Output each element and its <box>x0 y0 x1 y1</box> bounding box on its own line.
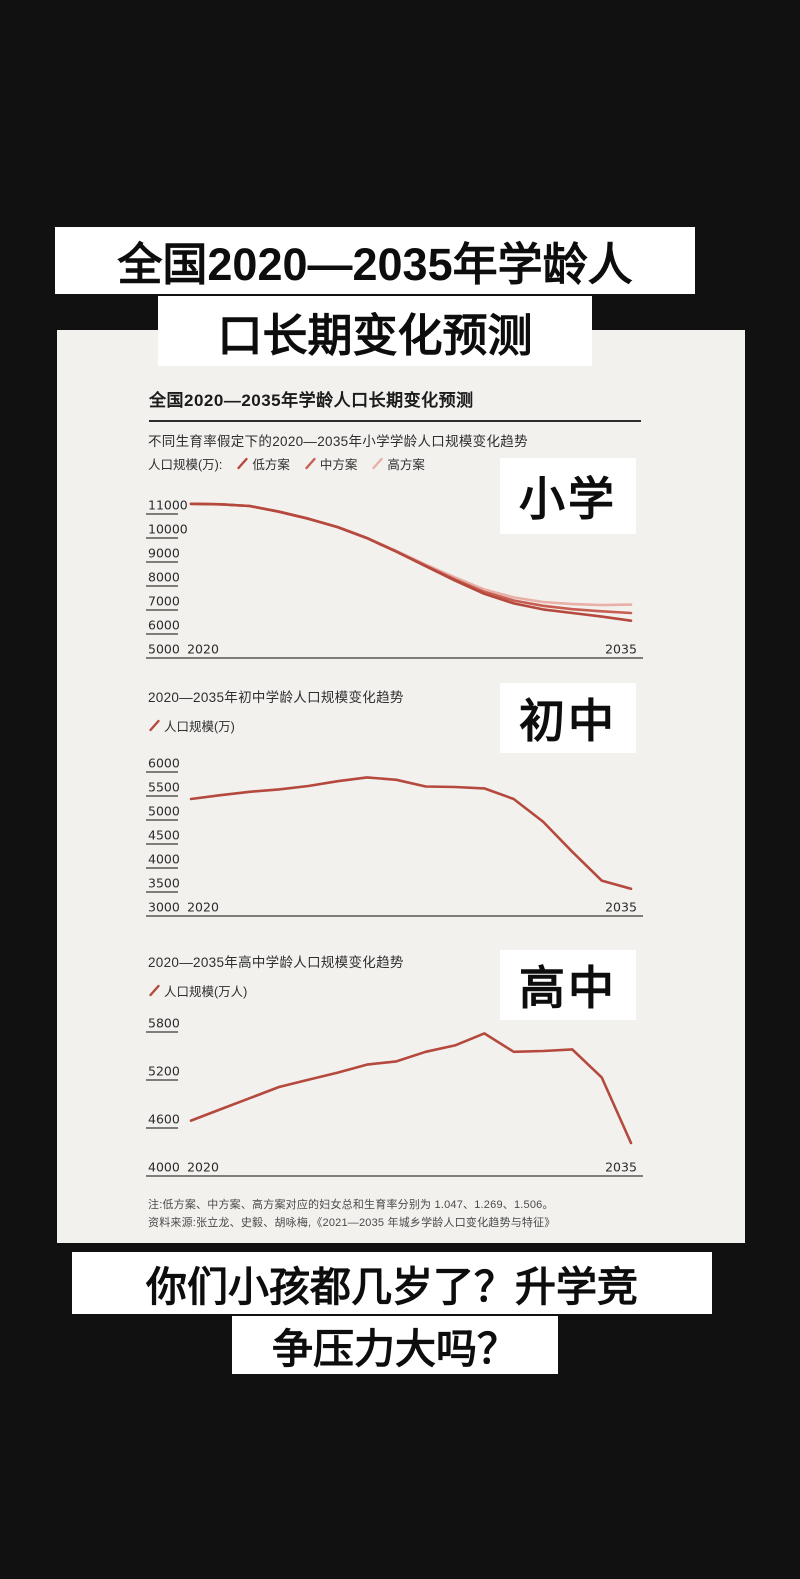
header-divider <box>149 420 641 422</box>
note-fertility: 注:低方案、中方案、高方案对应的妇女总和生育率分别为 1.047、1.269、1… <box>148 1199 554 1211</box>
legend-label: 人口规模(万) <box>164 720 235 734</box>
y-tick-label: 5000 <box>148 642 180 657</box>
y-tick-label: 11000 <box>148 498 188 513</box>
line-swatch-icon <box>237 457 249 470</box>
senior-chart-badge: 高中 <box>500 950 636 1020</box>
y-tick-label: 5500 <box>148 780 180 795</box>
y-tick-label: 4500 <box>148 828 180 843</box>
y-tick-label: 8000 <box>148 570 180 585</box>
legend-item: 低方案 <box>236 454 290 473</box>
legend-label: 高方案 <box>387 458 425 472</box>
legend-label: 人口规模(万人) <box>164 985 248 999</box>
line-swatch-icon <box>372 457 384 470</box>
senior-chart-svg: 5800 5200 4600 4000 2020 2035 <box>146 1016 643 1177</box>
series-line <box>189 502 633 622</box>
top-caption-text-2: 口长期变化预测 <box>217 309 533 361</box>
y-tick-label: 6000 <box>148 618 180 633</box>
x-tick-label: 2020 <box>187 900 219 915</box>
bottom-caption-line-1: 你们小孩都几岁了？升学竞 <box>72 1252 712 1314</box>
y-tick-label: 5000 <box>148 804 180 819</box>
legend-item: 中方案 <box>304 454 358 473</box>
primary-chart-legend: 人口规模(万): 低方案 中方案 高方案 <box>148 454 425 473</box>
y-tick-label: 3000 <box>148 900 180 915</box>
junior-chart-svg: 6000 5500 5000 4500 4000 3500 3000 2020 2035 <box>146 756 643 917</box>
bottom-caption-text-1: 你们小孩都几岁了？升学竞 <box>146 1264 638 1310</box>
y-tick-label: 4600 <box>148 1112 180 1127</box>
y-tick-label: 5800 <box>148 1016 180 1031</box>
y-tick-label: 7000 <box>148 594 180 609</box>
legend-item: 人口规模(万) <box>148 716 235 735</box>
bottom-caption-text-2: 争压力大吗？ <box>272 1326 518 1372</box>
y-tick-label: 9000 <box>148 546 180 561</box>
note-source: 资料来源:张立龙、史毅、胡咏梅,《2021—2035 年城乡学龄人口变化趋势与特… <box>148 1217 556 1229</box>
legend-label: 中方案 <box>319 458 358 472</box>
senior-chart-legend: 人口规模(万人) <box>148 981 247 1000</box>
junior-chart-legend: 人口规模(万) <box>148 716 235 735</box>
y-tick-label: 3500 <box>148 876 180 891</box>
legend-item: 高方案 <box>371 454 425 473</box>
y-tick-label: 6000 <box>148 756 180 771</box>
top-caption-line-1: 全国2020—2035年学龄人 <box>55 227 695 294</box>
primary-chart-svg: 11000 10000 9000 8000 7000 6000 5000 2020 2035 <box>146 498 643 659</box>
junior-chart-badge: 初中 <box>500 683 636 753</box>
line-swatch-icon <box>149 719 160 732</box>
chart-panel: 全国2020—2035年学龄人口长期变化预测 不同生育率假定下的2020—203… <box>57 330 745 1243</box>
senior-chart-title: 2020—2035年高中学龄人口规模变化趋势 <box>148 955 404 970</box>
y-tick-label: 4000 <box>148 1160 180 1175</box>
legend-item: 人口规模(万人) <box>148 981 247 1000</box>
panel-header: 全国2020—2035年学龄人口长期变化预测 <box>149 391 474 410</box>
series-line <box>189 776 633 891</box>
x-tick-label: 2035 <box>605 900 637 915</box>
y-tick-label: 4000 <box>148 852 180 867</box>
y-tick-label: 5200 <box>148 1064 180 1079</box>
legend-prefix: 人口规模(万): <box>148 458 223 472</box>
primary-chart-badge: 小学 <box>500 458 636 534</box>
top-caption-text-1: 全国2020—2035年学龄人 <box>117 239 633 290</box>
top-caption-line-2: 口长期变化预测 <box>158 296 592 366</box>
bottom-caption-line-2: 争压力大吗？ <box>232 1316 558 1374</box>
x-tick-label: 2020 <box>187 642 219 657</box>
x-tick-label: 2020 <box>187 1160 219 1175</box>
primary-chart-title: 不同生育率假定下的2020—2035年小学学龄人口规模变化趋势 <box>148 434 528 449</box>
legend-label: 低方案 <box>252 458 290 472</box>
y-tick-label: 10000 <box>148 522 188 537</box>
line-swatch-icon <box>149 984 160 997</box>
series-line <box>189 1032 633 1145</box>
line-swatch-icon <box>305 457 316 470</box>
x-tick-label: 2035 <box>605 1160 637 1175</box>
x-tick-label: 2035 <box>605 642 637 657</box>
junior-chart-title: 2020—2035年初中学龄人口规模变化趋势 <box>148 690 404 705</box>
